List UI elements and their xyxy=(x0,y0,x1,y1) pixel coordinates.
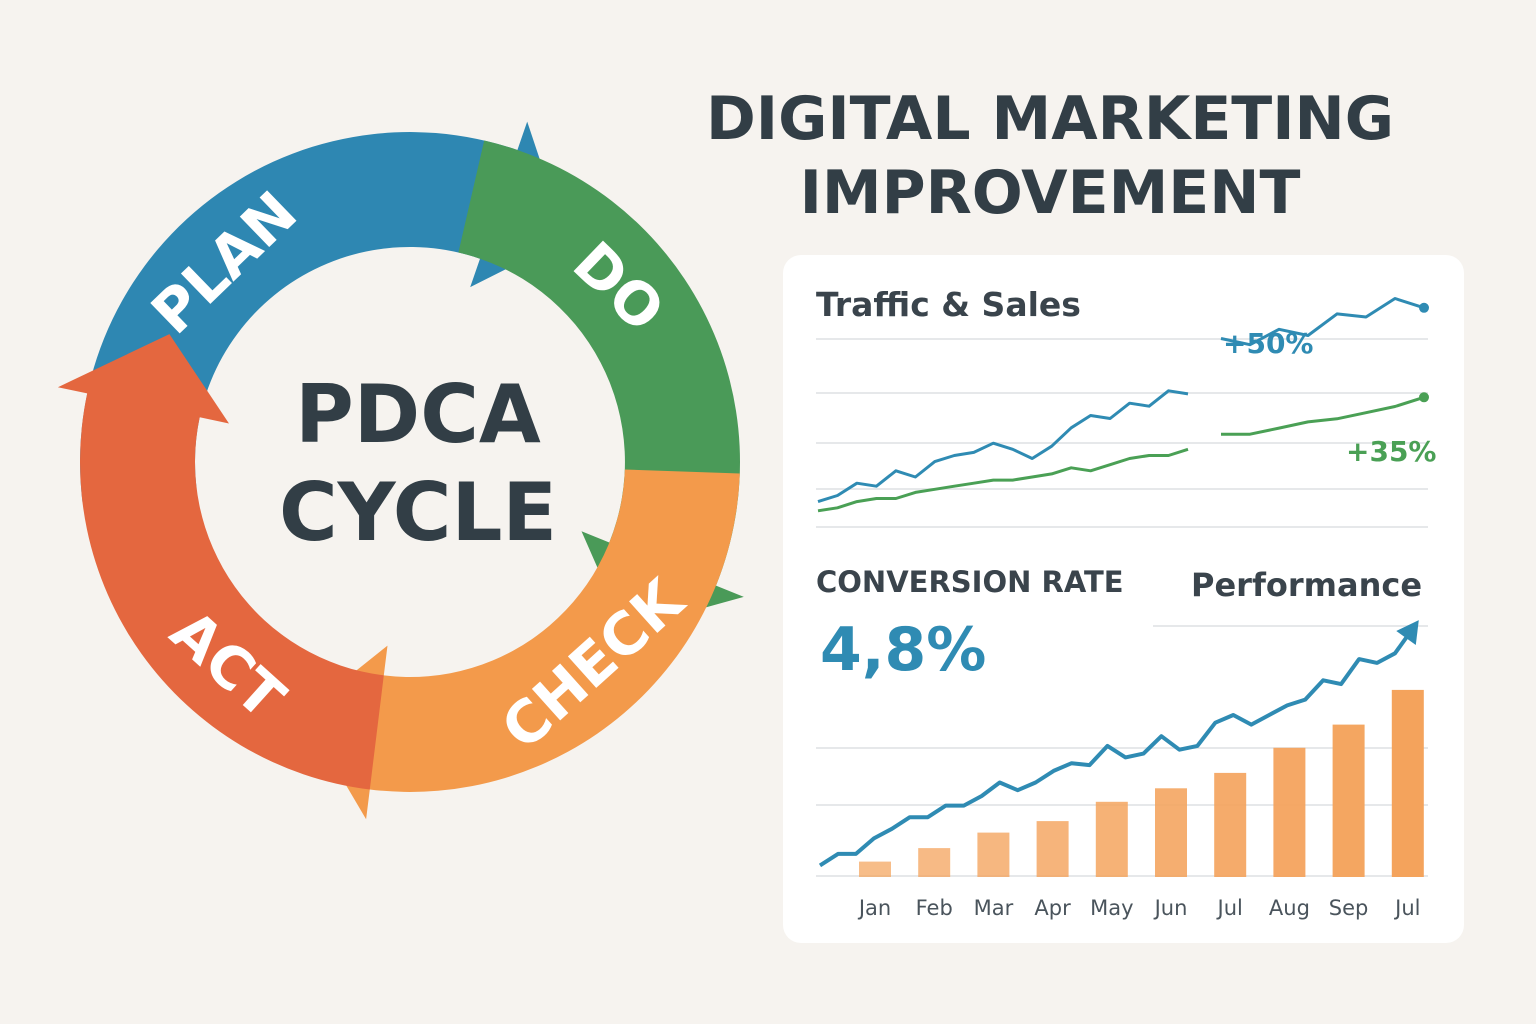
cycle-center-line2: CYCLE xyxy=(279,466,557,559)
dashboard-card: Jan Feb Mar Apr May Jun Jul Aug Sep Jul Traffic &… xyxy=(783,255,1464,943)
month-labels: Jan Feb Mar Apr May Jun Jul Aug Sep Jul xyxy=(857,896,1421,920)
bar xyxy=(1155,788,1187,877)
x-tick-label: Jan xyxy=(857,896,891,920)
x-tick-label: May xyxy=(1090,896,1133,920)
bar xyxy=(1391,689,1424,877)
x-tick-label: Sep xyxy=(1329,896,1369,920)
check-arrow xyxy=(303,469,740,820)
traffic-gridlines xyxy=(816,338,1428,528)
x-tick-label: Aug xyxy=(1269,896,1310,920)
x-tick-label: Apr xyxy=(1034,896,1071,920)
bar xyxy=(1332,724,1365,877)
x-tick-label: Mar xyxy=(974,896,1014,920)
x-tick-label: Feb xyxy=(916,896,953,920)
sales-end-dot xyxy=(1419,392,1429,403)
traffic-sales-lines xyxy=(817,297,1429,513)
page-title: DIGITAL MARKETING IMPROVEMENT xyxy=(700,82,1400,230)
conversion-rate-label: CONVERSION RATE xyxy=(816,565,1124,599)
traffic-sales-title: Traffic & Sales xyxy=(816,285,1081,324)
traffic-end-dot xyxy=(1419,302,1429,313)
bar xyxy=(1214,772,1247,877)
performance-bars xyxy=(859,689,1424,877)
x-tick-label: Jul xyxy=(1393,896,1420,920)
bar xyxy=(1095,801,1128,877)
cycle-center-line1: PDCA xyxy=(295,368,541,461)
traffic-line xyxy=(817,389,1189,504)
traffic-change: +50% xyxy=(1223,327,1314,360)
page-title-line2: IMPROVEMENT xyxy=(799,158,1301,228)
conversion-rate-value: 4,8% xyxy=(820,615,987,685)
dashboard-charts: Jan Feb Mar Apr May Jun Jul Aug Sep Jul xyxy=(816,297,1429,920)
bar xyxy=(1273,747,1306,877)
bar xyxy=(918,848,951,877)
trend-arrowhead-icon xyxy=(1396,620,1419,645)
x-tick-label: Jul xyxy=(1216,896,1243,920)
page-title-line1: DIGITAL MARKETING xyxy=(705,84,1395,154)
bar xyxy=(859,861,891,877)
bar xyxy=(977,832,1010,877)
sales-line xyxy=(817,447,1189,513)
sales-change: +35% xyxy=(1346,435,1437,468)
pdca-cycle-diagram: PLAN DO CHECK ACT PDCA CYCLE xyxy=(57,121,744,820)
sales-line-extension xyxy=(1221,395,1425,436)
performance-trend-line xyxy=(818,627,1415,868)
bar xyxy=(1036,821,1069,877)
performance-title: Performance xyxy=(1191,566,1423,604)
x-tick-label: Jun xyxy=(1153,896,1188,920)
traffic-line-extension xyxy=(1220,297,1425,347)
act-arrow xyxy=(57,334,384,790)
performance-line xyxy=(818,620,1419,868)
